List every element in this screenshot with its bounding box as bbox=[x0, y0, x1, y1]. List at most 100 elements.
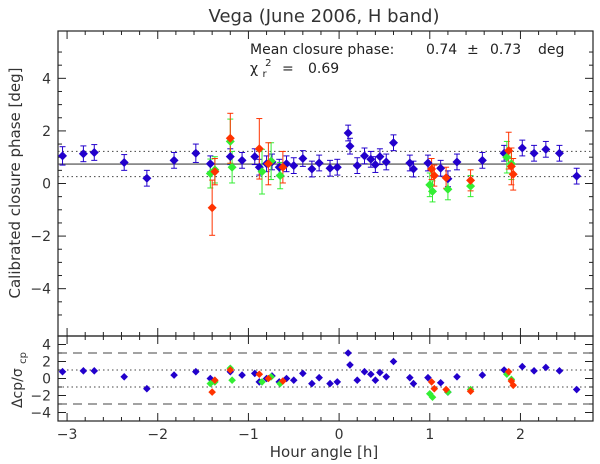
data-point-blue bbox=[436, 163, 446, 173]
data-point-blue bbox=[142, 173, 152, 183]
data-point-blue bbox=[250, 152, 260, 162]
residual-point-blue bbox=[542, 363, 550, 372]
data-point-blue bbox=[352, 161, 362, 171]
data-point-green bbox=[466, 181, 476, 191]
residual-point-blue bbox=[289, 376, 298, 384]
residual-point-blue bbox=[367, 370, 375, 379]
y-tick-label: 4 bbox=[42, 71, 51, 87]
residual-point-blue bbox=[389, 357, 398, 366]
chi-subscript: r bbox=[263, 69, 268, 80]
annotation-mean-value: 0.74 bbox=[426, 42, 457, 58]
residual-point-red bbox=[427, 378, 436, 386]
residual-point-blue bbox=[315, 373, 323, 382]
residual-point-blue bbox=[79, 367, 88, 375]
data-point-blue bbox=[452, 157, 462, 167]
residual-point-blue bbox=[424, 373, 432, 382]
data-point-green bbox=[275, 171, 285, 181]
residual-point-green bbox=[444, 388, 452, 396]
data-point-green bbox=[257, 167, 267, 177]
residual-point-red bbox=[226, 366, 235, 374]
residual-point-blue bbox=[478, 371, 487, 379]
data-point-red bbox=[263, 159, 273, 169]
data-point-red bbox=[210, 167, 220, 177]
y-tick-label: −4 bbox=[30, 282, 51, 298]
residual-point-blue bbox=[250, 369, 259, 378]
data-point-blue bbox=[405, 158, 415, 168]
residual-point-blue bbox=[346, 361, 354, 369]
residual-y-tick-label: −2 bbox=[30, 389, 51, 405]
chi-superscript: 2 bbox=[265, 58, 271, 69]
data-point-blue bbox=[389, 138, 399, 148]
data-point-blue bbox=[366, 154, 376, 164]
data-point-blue bbox=[381, 157, 391, 167]
main-y-axis-label: Calibrated closure phase [deg] bbox=[6, 67, 24, 298]
residual-point-red bbox=[264, 374, 273, 383]
residual-y-label-main: Δcp/σ bbox=[10, 368, 26, 408]
residual-point-blue bbox=[555, 367, 564, 375]
data-point-blue bbox=[78, 149, 88, 159]
residual-point-blue bbox=[344, 349, 352, 357]
data-point-blue bbox=[205, 159, 215, 169]
residual-point-blue bbox=[326, 379, 334, 388]
annotation-chi2: χ r 2 = 0.69 bbox=[250, 54, 339, 81]
residual-point-green bbox=[228, 376, 236, 384]
residual-y-axis-label: Δcp/σ cp bbox=[10, 352, 29, 408]
residual-point-green bbox=[267, 373, 275, 381]
data-point-blue bbox=[89, 147, 99, 157]
residual-point-blue bbox=[90, 367, 99, 375]
data-point-red bbox=[207, 203, 217, 213]
data-point-blue bbox=[572, 171, 582, 181]
residual-point-blue bbox=[572, 385, 581, 394]
main-data-points bbox=[58, 112, 582, 236]
data-point-green bbox=[443, 184, 453, 194]
annotation-error-value: 0.73 bbox=[490, 42, 521, 58]
residual-point-blue bbox=[170, 371, 178, 379]
data-point-red bbox=[441, 173, 451, 183]
data-point-blue bbox=[408, 164, 418, 174]
residual-point-green bbox=[425, 390, 434, 398]
residual-y-tick-label: 0 bbox=[42, 372, 51, 388]
data-point-blue bbox=[298, 154, 308, 164]
data-point-red bbox=[429, 171, 439, 181]
data-point-red bbox=[427, 164, 437, 174]
residual-point-blue bbox=[192, 367, 200, 376]
residual-point-blue bbox=[409, 379, 418, 388]
x-axis-label: Hour angle [h] bbox=[270, 443, 379, 461]
x-tick-label: 2 bbox=[516, 427, 525, 443]
main-panel: −4 −2 0 2 4 Mean closure phase: 0.74 ± 0.73 … bbox=[6, 30, 594, 337]
annotation-mean-label: Mean closure phase: bbox=[250, 42, 394, 58]
residual-point-blue bbox=[371, 376, 380, 384]
data-point-blue bbox=[237, 155, 247, 165]
x-tick-label: −2 bbox=[147, 427, 168, 443]
x-tick-label: 1 bbox=[425, 427, 434, 443]
residual-data-points bbox=[58, 349, 581, 401]
data-point-blue bbox=[529, 148, 539, 158]
residual-point-green bbox=[428, 393, 437, 401]
data-point-blue bbox=[423, 158, 433, 168]
data-point-blue bbox=[517, 143, 527, 153]
data-point-green bbox=[425, 180, 435, 190]
residual-y-tick-label: 4 bbox=[42, 338, 51, 354]
data-point-green bbox=[502, 152, 512, 162]
data-point-green bbox=[428, 186, 437, 196]
residual-point-red bbox=[504, 367, 513, 376]
annotation-pm: ± bbox=[467, 42, 479, 58]
residual-point-blue bbox=[58, 367, 67, 376]
chart-title: Vega (June 2006, H band) bbox=[209, 6, 440, 27]
residual-point-red bbox=[208, 388, 216, 396]
data-point-blue bbox=[477, 155, 487, 165]
residual-point-red bbox=[255, 370, 264, 379]
data-point-blue bbox=[289, 161, 299, 171]
data-point-blue bbox=[541, 144, 551, 154]
residual-point-blue bbox=[353, 376, 362, 384]
data-point-red bbox=[225, 133, 235, 143]
x-tick-label: 0 bbox=[335, 427, 344, 443]
residual-point-red bbox=[279, 377, 287, 385]
residual-point-green bbox=[206, 379, 215, 388]
residual-point-red bbox=[211, 376, 219, 384]
x-tick-label: −3 bbox=[57, 427, 78, 443]
data-point-red bbox=[508, 169, 518, 179]
data-point-blue bbox=[169, 155, 179, 165]
